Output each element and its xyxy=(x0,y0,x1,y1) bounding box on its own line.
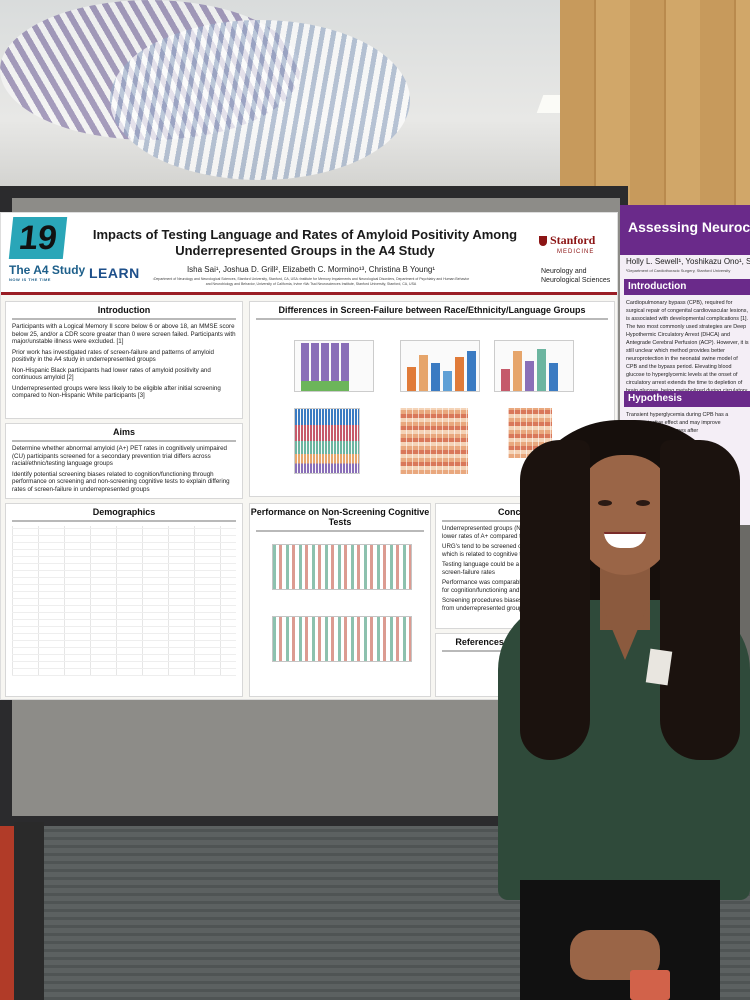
stanford-wordmark: Stanford xyxy=(550,233,596,247)
presenter-smile xyxy=(604,532,646,548)
demographics-table xyxy=(12,526,236,676)
demographics-section: Demographics xyxy=(5,503,243,697)
stanford-shield-icon xyxy=(539,236,547,247)
introduction-section: Introduction Participants with a Logical… xyxy=(5,301,243,419)
presenter-face xyxy=(578,455,672,575)
figure-bar xyxy=(525,361,534,391)
intro-bullet: Prior work has investigated rates of scr… xyxy=(12,348,214,364)
figure-bar xyxy=(467,351,476,391)
figure-bar xyxy=(501,369,510,391)
aims-bullet: Determine whether abnormal amyloid (A+) … xyxy=(12,445,227,467)
stacked-bar-figure-d xyxy=(294,408,360,474)
stacked-bar-figure-a xyxy=(294,340,374,392)
hanging-sculpture-2 xyxy=(110,20,410,180)
department-label: Neurology and Neurological Sciences xyxy=(541,268,611,284)
poster-title-line-1: Impacts of Testing Language and Rates of… xyxy=(92,227,518,242)
figure-bar xyxy=(443,371,452,391)
neighbor-intro-header: Introduction xyxy=(624,279,750,295)
stanford-medicine-label: MEDICINE xyxy=(557,249,595,255)
poster-authors: Isha Sai¹, Joshua D. Grill², Elizabeth C… xyxy=(186,265,436,274)
neighbor-poster-dept: ¹Department of Cardiothoracic Surgery, S… xyxy=(626,268,731,273)
demographics-title: Demographics xyxy=(92,507,156,517)
aims-section: Aims Determine whether abnormal amyloid … xyxy=(5,423,243,499)
poster-title-line-2: Underrepresented Groups in the A4 Study xyxy=(175,243,435,258)
aims-title: Aims xyxy=(112,427,135,437)
a4-study-tagline: NOW IS THE TIME xyxy=(9,277,51,282)
phone xyxy=(630,970,670,1000)
intro-bullet: Participants with a Logical Memory II sc… xyxy=(12,323,236,345)
section-divider xyxy=(256,530,424,532)
section-divider xyxy=(12,440,236,442)
poster-board-leg xyxy=(14,822,44,1000)
figure-bar xyxy=(311,343,319,391)
boxplot-figure-a xyxy=(272,544,412,590)
learn-logo: LEARN xyxy=(89,265,140,281)
introduction-title: Introduction xyxy=(97,305,151,315)
boxplot-figure-b xyxy=(272,616,412,662)
poster-title: Impacts of Testing Language and Rates of… xyxy=(75,227,535,259)
cognitive-tests-section: Performance on Non-Screening Cognitive T… xyxy=(249,503,431,697)
figure-bar xyxy=(513,351,522,391)
section-divider xyxy=(256,318,608,320)
figure-bar xyxy=(341,343,349,391)
heatmap-figure-e xyxy=(400,408,468,474)
neighbor-poster-title: Assessing Neurocognitive xyxy=(628,219,750,235)
section-divider xyxy=(12,520,236,522)
presenter-eye xyxy=(598,500,612,506)
section-divider xyxy=(12,318,236,320)
presenter-hair-right xyxy=(660,440,740,760)
figure-bar xyxy=(431,363,440,391)
poster-affiliations: ¹Department of Neurology and Neurologica… xyxy=(152,277,470,286)
intro-bullet: Underrepresented groups were less likely… xyxy=(12,384,221,400)
figure-bar xyxy=(407,367,416,391)
bar-figure-c xyxy=(494,340,574,392)
a4-study-logo: The A4 Study NOW IS THE TIME xyxy=(9,263,85,282)
stanford-logo: Stanford xyxy=(539,233,595,248)
presenter-hair-left xyxy=(520,440,590,760)
poster-number-badge: 19 xyxy=(8,217,68,259)
figure-bar-base xyxy=(301,381,349,391)
figure-bar xyxy=(549,363,558,391)
figure-bar xyxy=(537,349,546,391)
figure-bar xyxy=(321,343,329,391)
name-badge xyxy=(645,648,673,686)
neighbor-intro-text: Cardiopulmonary bypass (CPB), required f… xyxy=(626,300,749,402)
a4-study-name: The A4 Study xyxy=(9,263,86,277)
poster-header xyxy=(1,213,617,295)
intro-bullet: Non-Hispanic Black participants had lowe… xyxy=(12,366,211,382)
aims-bullet: Identify potential screening biases rela… xyxy=(12,470,230,493)
figure-bar xyxy=(455,357,464,391)
presenter-eye xyxy=(636,500,650,506)
figure-bar xyxy=(419,355,428,391)
figure-bar xyxy=(331,343,339,391)
bar-figure-b xyxy=(400,340,480,392)
screen-failure-title: Differences in Screen-Failure between Ra… xyxy=(278,305,586,315)
neighbor-poster-authors: Holly L. Sewell¹, Yoshikazu Ono¹, Sa xyxy=(626,257,750,266)
neighbor-hypothesis-header: Hypothesis xyxy=(624,391,750,407)
figure-bar xyxy=(301,343,309,391)
cognitive-tests-title: Performance on Non-Screening Cognitive T… xyxy=(250,507,430,527)
neighbor-poster-header xyxy=(620,205,750,255)
